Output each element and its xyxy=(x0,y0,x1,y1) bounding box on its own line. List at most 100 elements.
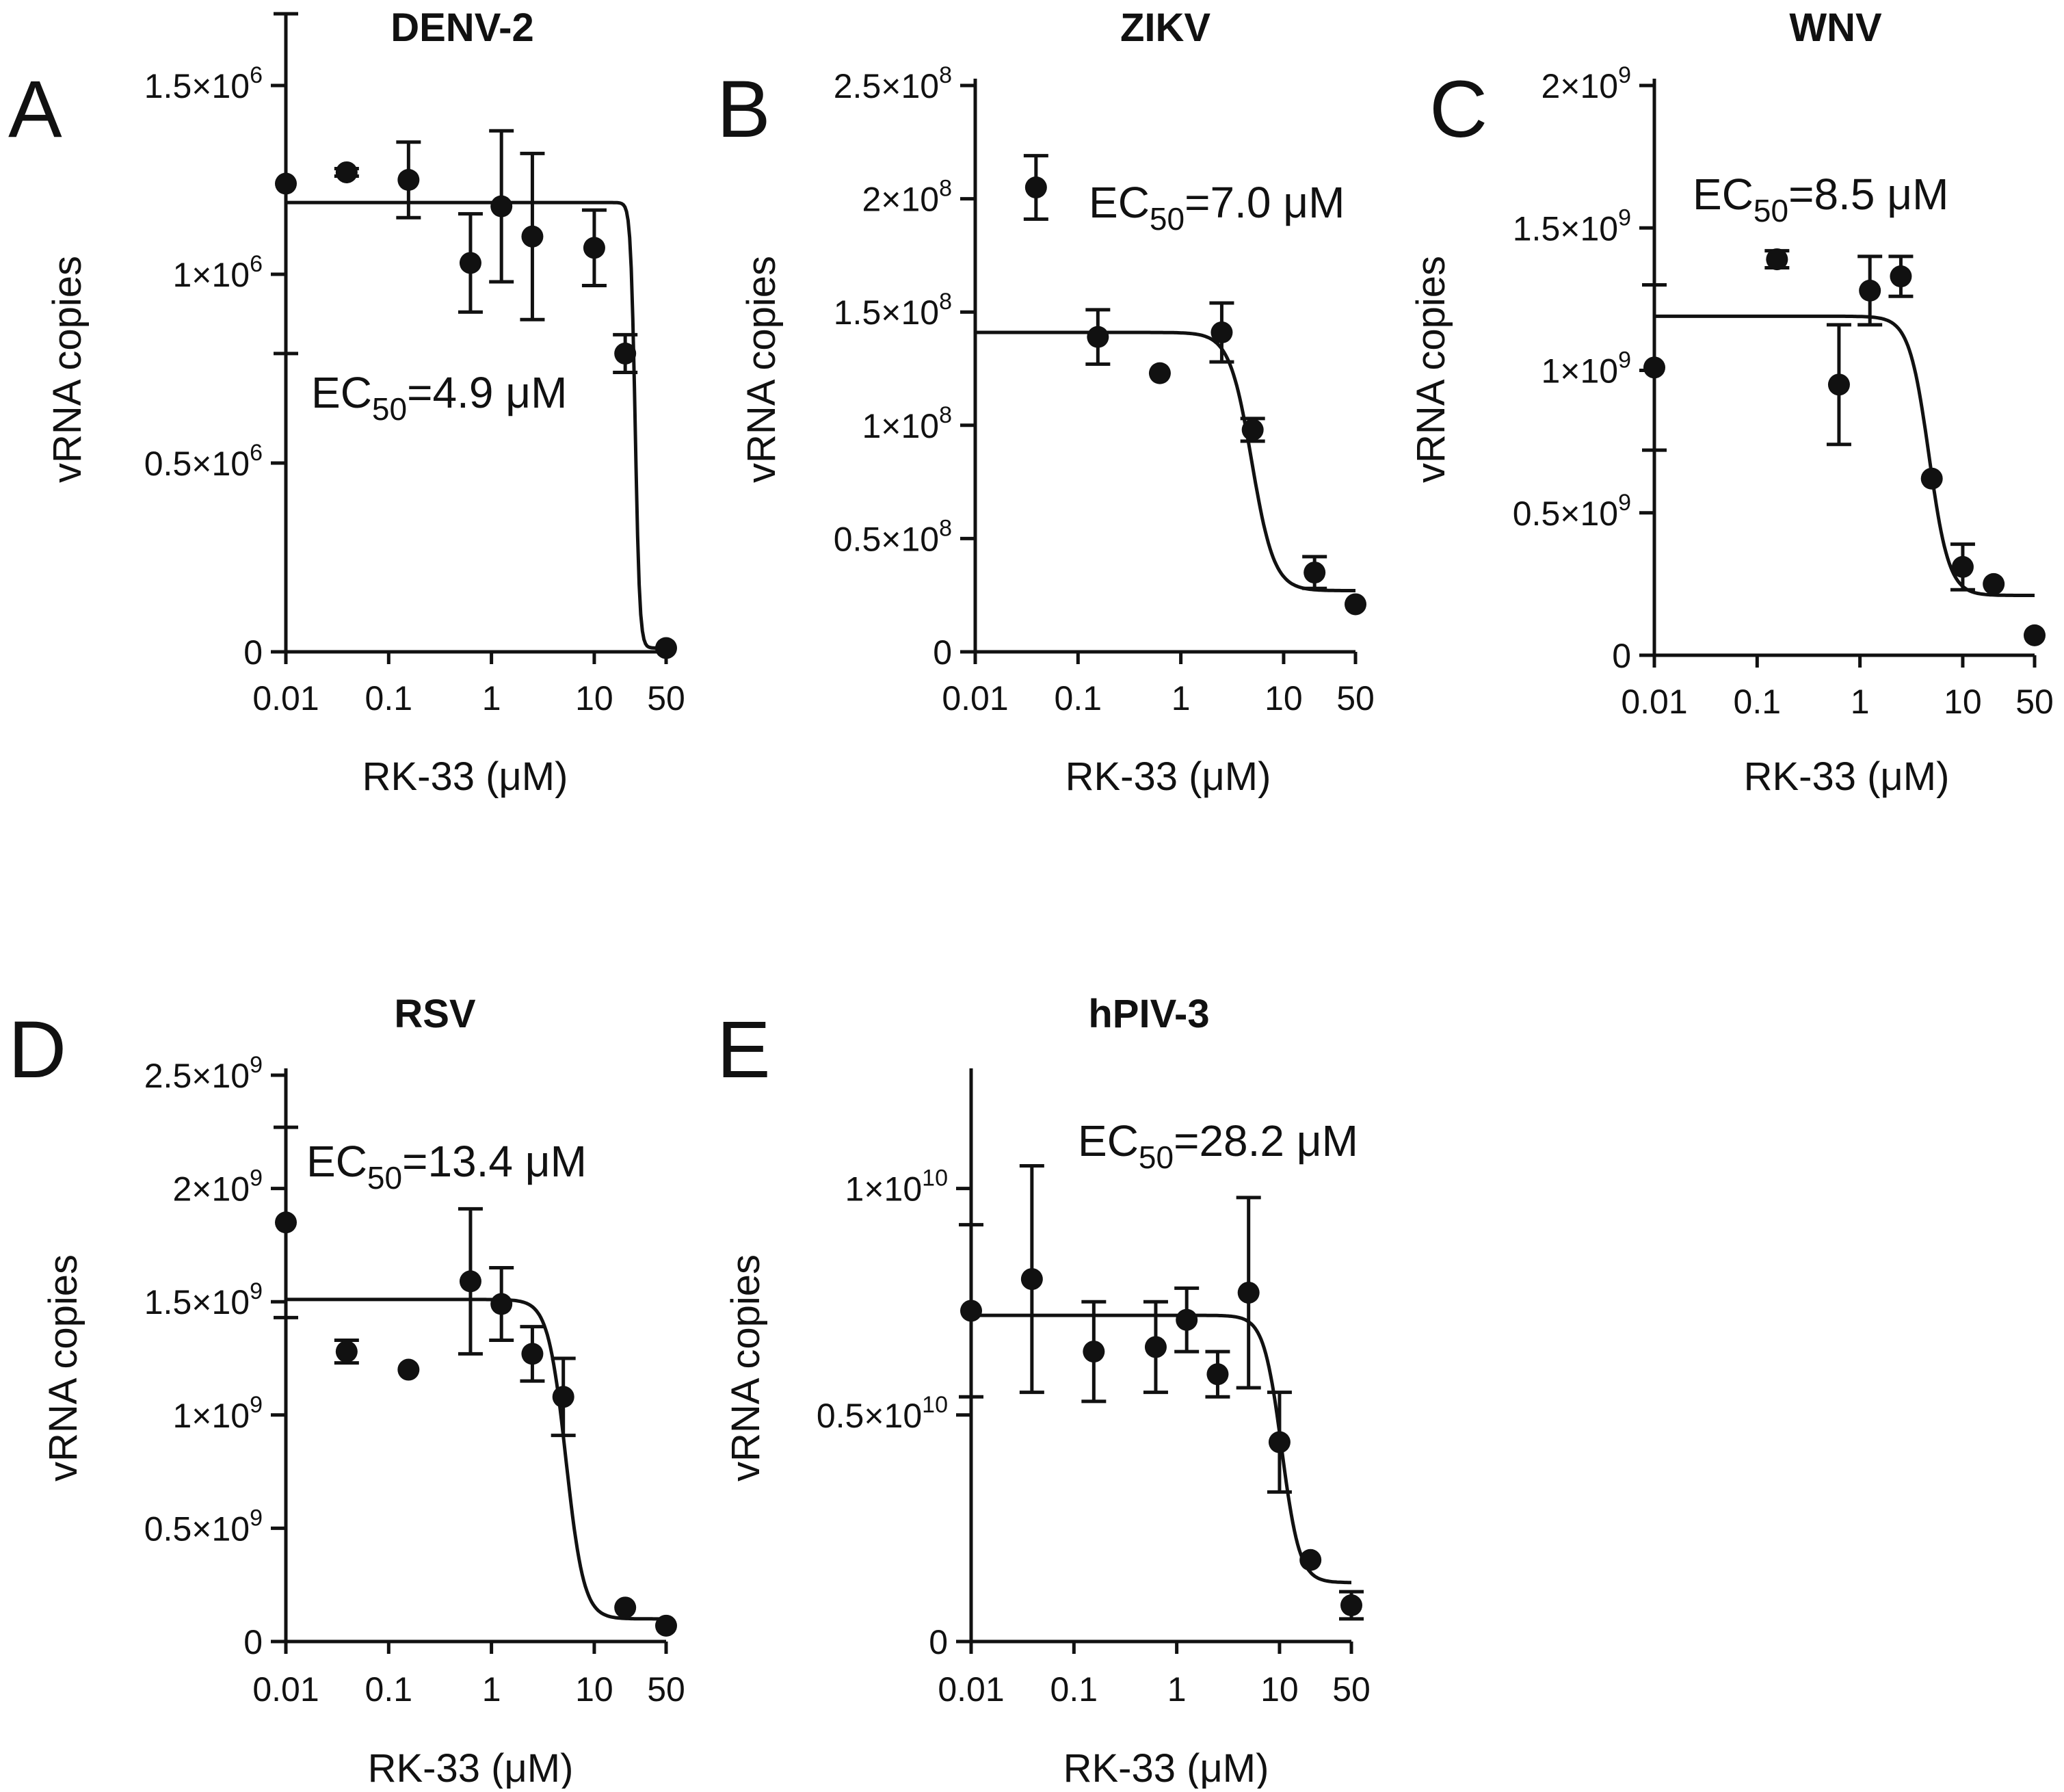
data-point xyxy=(1024,176,1047,199)
y-tick-label: 0.5×106 xyxy=(144,440,263,483)
data-point xyxy=(1299,1549,1322,1571)
panel-letter-b: B xyxy=(717,64,771,155)
data-point xyxy=(1020,1268,1043,1291)
x-axis-label: RK-33 (μM) xyxy=(1066,754,1271,799)
x-axis-label: RK-33 (μM) xyxy=(1744,754,1950,799)
data-point xyxy=(459,252,481,274)
fit-curve xyxy=(975,330,1355,592)
x-tick-label: 1 xyxy=(1851,683,1870,721)
data-point xyxy=(1345,593,1366,616)
x-tick-label: 0.1 xyxy=(1055,679,1102,717)
y-tick-label: 1×106 xyxy=(172,251,263,294)
data-point xyxy=(1920,467,1943,490)
chart-title: RSV xyxy=(394,992,476,1036)
x-tick-label: 50 xyxy=(1332,1670,1371,1709)
data-point xyxy=(521,1343,544,1365)
panel-letter-a: A xyxy=(8,64,62,155)
ec50-annotation: EC50=7.0 μM xyxy=(1089,178,1345,237)
fit-curve xyxy=(286,1297,666,1621)
y-tick-label: 1×1010 xyxy=(845,1165,948,1209)
y-tick-label: 0 xyxy=(243,1623,263,1661)
data-point xyxy=(1643,356,1665,379)
data-point xyxy=(1827,373,1850,396)
y-tick-label: 0.5×1010 xyxy=(817,1392,948,1435)
data-point xyxy=(1951,555,1974,578)
x-tick-label: 1 xyxy=(482,679,501,717)
x-tick-label: 1 xyxy=(1172,679,1191,717)
data-point xyxy=(1144,1336,1167,1358)
data-point xyxy=(397,1358,420,1381)
data-point xyxy=(1176,1308,1198,1331)
y-tick-label: 2×108 xyxy=(862,176,952,219)
y-axis-label: vRNA copies xyxy=(45,256,90,483)
y-tick-label: 0.5×108 xyxy=(834,515,952,558)
data-point xyxy=(397,169,420,191)
data-point xyxy=(459,1270,481,1293)
x-tick-label: 10 xyxy=(1944,683,1982,721)
chart-title: WNV xyxy=(1789,5,1882,50)
y-tick-label: 1×108 xyxy=(862,402,952,445)
ec50-annotation: EC50=28.2 μM xyxy=(1078,1116,1358,1175)
chart-panel-d: D RSV 0 0.5×109 1×109 1.5×109 2×109 2.5×109 0.01… xyxy=(8,992,685,1791)
y-axis-label: vRNA copies xyxy=(1409,256,1453,483)
x-tick-label: 50 xyxy=(2015,683,2054,721)
data-point xyxy=(655,1614,677,1637)
data-point xyxy=(1340,1594,1362,1617)
x-tick-label: 50 xyxy=(1336,679,1375,717)
panel-letter-d: D xyxy=(8,1005,66,1095)
chart-title: ZIKV xyxy=(1120,5,1210,50)
data-point xyxy=(614,1596,637,1619)
y-tick-label: 2×109 xyxy=(172,1165,263,1209)
y-tick-label: 1×109 xyxy=(172,1392,263,1435)
x-tick-label: 10 xyxy=(575,679,613,717)
ec50-annotation: EC50=4.9 μM xyxy=(311,368,567,427)
x-axis-label: RK-33 (μM) xyxy=(368,1746,574,1789)
ec50-annotation: EC50=8.5 μM xyxy=(1693,170,1948,228)
data-point xyxy=(1268,1431,1291,1453)
data-point xyxy=(1083,1341,1105,1363)
data-point xyxy=(490,195,513,218)
data-point xyxy=(1766,248,1788,271)
panel-letter-c: C xyxy=(1429,64,1487,155)
data-point xyxy=(655,637,677,659)
fit-curve xyxy=(286,200,666,650)
data-point xyxy=(1890,265,1912,288)
data-point xyxy=(1241,419,1264,441)
data-point xyxy=(1237,1281,1260,1304)
data-point xyxy=(583,237,605,259)
x-tick-label: 50 xyxy=(647,1670,685,1709)
data-point xyxy=(335,1341,358,1363)
x-tick-label: 0.01 xyxy=(1621,683,1687,721)
y-tick-label: 0 xyxy=(933,633,952,672)
x-tick-label: 0.01 xyxy=(938,1670,1004,1709)
y-tick-label: 2.5×109 xyxy=(144,1052,263,1095)
y-tick-label: 0.5×109 xyxy=(1513,490,1631,533)
fit-curve xyxy=(971,1313,1351,1585)
chart-panel-b: B ZIKV 0 0.5×108 1×108 1.5×108 2×108 2.5×108 0.0… xyxy=(717,5,1375,799)
x-axis-label: RK-33 (μM) xyxy=(1063,1746,1269,1789)
data-point xyxy=(552,1386,574,1408)
x-tick-label: 1 xyxy=(1167,1670,1187,1709)
data-point xyxy=(1859,279,1881,302)
y-tick-label: 1×109 xyxy=(1541,347,1631,391)
data-point xyxy=(335,161,358,183)
y-tick-label: 0 xyxy=(929,1623,948,1661)
data-point xyxy=(960,1300,982,1322)
chart-panel-c: C WNV 0 0.5×109 1×109 1.5×109 2×109 0.01 0.1 1 10 5… xyxy=(1409,5,2054,799)
ec50-annotation: EC50=13.4 μM xyxy=(306,1137,587,1196)
y-axis-label: vRNA copies xyxy=(724,1254,768,1481)
data-point xyxy=(275,1211,297,1234)
data-point xyxy=(614,342,637,365)
data-point xyxy=(1210,321,1233,344)
chart-panel-a: A DENV-2 0 0.5×106 1×106 1.5×106 0.01 0.1 1 10 50 R… xyxy=(8,5,685,799)
data-point xyxy=(1304,562,1326,584)
x-tick-label: 0.1 xyxy=(1050,1670,1098,1709)
y-axis-label: vRNA copies xyxy=(41,1254,85,1481)
data-point xyxy=(1983,572,2005,595)
y-tick-label: 2.5×108 xyxy=(834,62,952,105)
y-axis-label: vRNA copies xyxy=(739,256,784,483)
data-point xyxy=(1087,326,1109,348)
y-tick-label: 1.5×109 xyxy=(144,1278,263,1321)
